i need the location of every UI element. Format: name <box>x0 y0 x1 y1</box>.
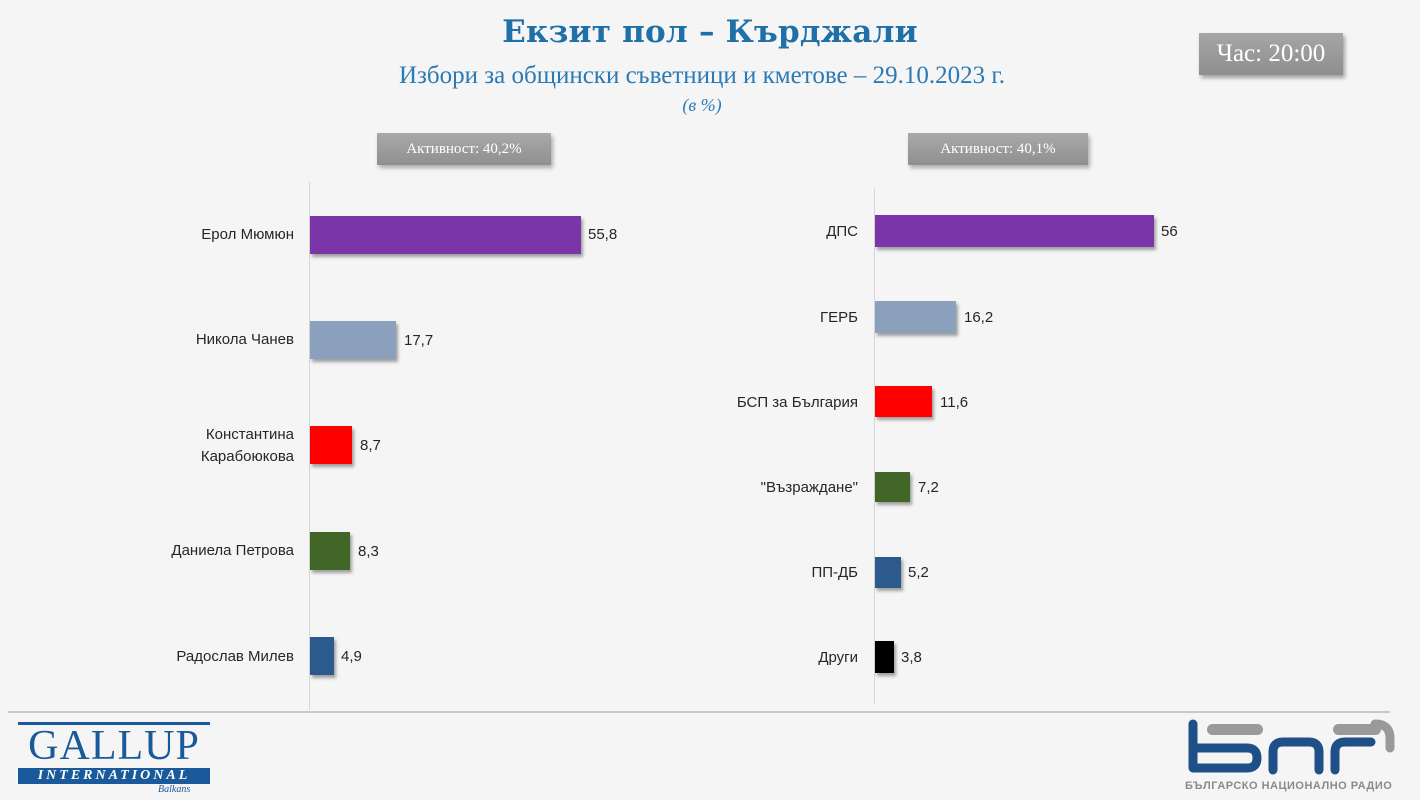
page-title: Екзит пол – Кърджали <box>502 14 918 50</box>
left-value-label: 17,7 <box>404 332 434 349</box>
right-value-label: 3,8 <box>901 649 922 666</box>
bnr-logo: БЪЛГАРСКО НАЦИОНАЛНО РАДИО <box>1185 718 1395 798</box>
left-value-label: 4,9 <box>341 648 362 665</box>
right-turnout-badge: Активност: 40,1% <box>908 133 1088 165</box>
unit-label: (в %) <box>682 95 722 115</box>
gallup-logo: GALLUP INTERNATIONAL Balkans <box>18 722 210 798</box>
right-value-label: 16,2 <box>964 309 994 326</box>
left-bar <box>310 321 396 359</box>
page-subtitle: Избори за общински съветници и кметове –… <box>398 62 1006 89</box>
footer-separator <box>8 711 1390 713</box>
right-value-label: 7,2 <box>918 479 939 496</box>
right-value-label: 56 <box>1161 223 1178 240</box>
right-category-label: ДПС <box>826 223 858 240</box>
bnr-logo-icon <box>1188 719 1395 775</box>
gallup-logo-sub: Balkans <box>158 784 191 795</box>
gallup-logo-band: INTERNATIONAL <box>18 768 210 784</box>
right-value-label: 5,2 <box>908 564 929 581</box>
right-bar <box>875 386 932 417</box>
left-bar <box>310 216 581 254</box>
left-category-label: Константина Карабоюкова <box>200 426 294 465</box>
gallup-logo-word: GALLUP <box>28 723 200 769</box>
left-value-label: 8,3 <box>358 543 379 560</box>
left-category-label: Никола Чанев <box>195 331 294 348</box>
left-bar <box>310 637 334 675</box>
left-value-label: 8,7 <box>360 437 381 454</box>
left-bar <box>310 532 350 570</box>
right-bar <box>875 557 901 588</box>
right-bar <box>875 641 894 673</box>
right-axis-line <box>874 188 875 704</box>
right-bar <box>875 472 910 502</box>
right-category-label: Други <box>818 649 858 666</box>
right-bar <box>875 301 956 333</box>
right-category-label: "Възраждане" <box>760 479 858 496</box>
left-bar <box>310 426 352 464</box>
left-axis-line <box>309 182 310 710</box>
right-category-label: БСП за България <box>736 394 858 411</box>
left-category-label: Ерол Мюмюн <box>201 226 294 243</box>
bnr-logo-caption: БЪЛГАРСКО НАЦИОНАЛНО РАДИО <box>1185 780 1393 792</box>
left-category-label: Радослав Милев <box>176 648 294 665</box>
right-category-label: ГЕРБ <box>820 309 858 326</box>
right-category-label: ПП-ДБ <box>811 564 858 581</box>
left-turnout-badge: Активност: 40,2% <box>377 133 551 165</box>
gallup-logo-rule <box>18 722 210 725</box>
right-value-label: 11,6 <box>940 394 969 411</box>
left-value-label: 55,8 <box>588 226 618 243</box>
left-category-label: Даниела Петрова <box>171 542 294 559</box>
time-badge: Час: 20:00 <box>1199 33 1343 75</box>
right-bar <box>875 215 1154 247</box>
